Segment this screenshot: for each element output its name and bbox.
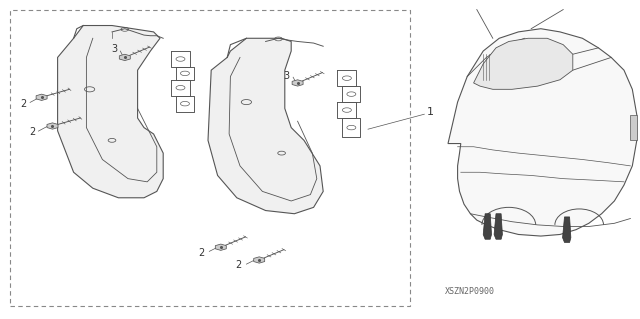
Text: 2: 2 (198, 248, 205, 258)
Text: 2: 2 (20, 99, 27, 109)
Text: 2: 2 (29, 127, 35, 137)
Polygon shape (292, 80, 303, 86)
Polygon shape (253, 257, 265, 263)
Polygon shape (563, 217, 571, 242)
Polygon shape (119, 54, 131, 61)
Polygon shape (474, 38, 573, 89)
Polygon shape (483, 214, 492, 239)
Text: 1: 1 (427, 107, 433, 117)
Polygon shape (215, 244, 227, 250)
Polygon shape (448, 29, 637, 236)
Polygon shape (58, 26, 163, 198)
Text: 3: 3 (111, 44, 117, 55)
Text: XSZN2P0900: XSZN2P0900 (445, 287, 495, 296)
Bar (10, 10, 410, 306)
Bar (630, 115, 637, 140)
Text: 2: 2 (235, 260, 241, 271)
Polygon shape (208, 38, 323, 214)
Text: 3: 3 (283, 71, 289, 81)
Polygon shape (47, 123, 58, 129)
Polygon shape (36, 94, 47, 100)
Polygon shape (494, 214, 502, 239)
